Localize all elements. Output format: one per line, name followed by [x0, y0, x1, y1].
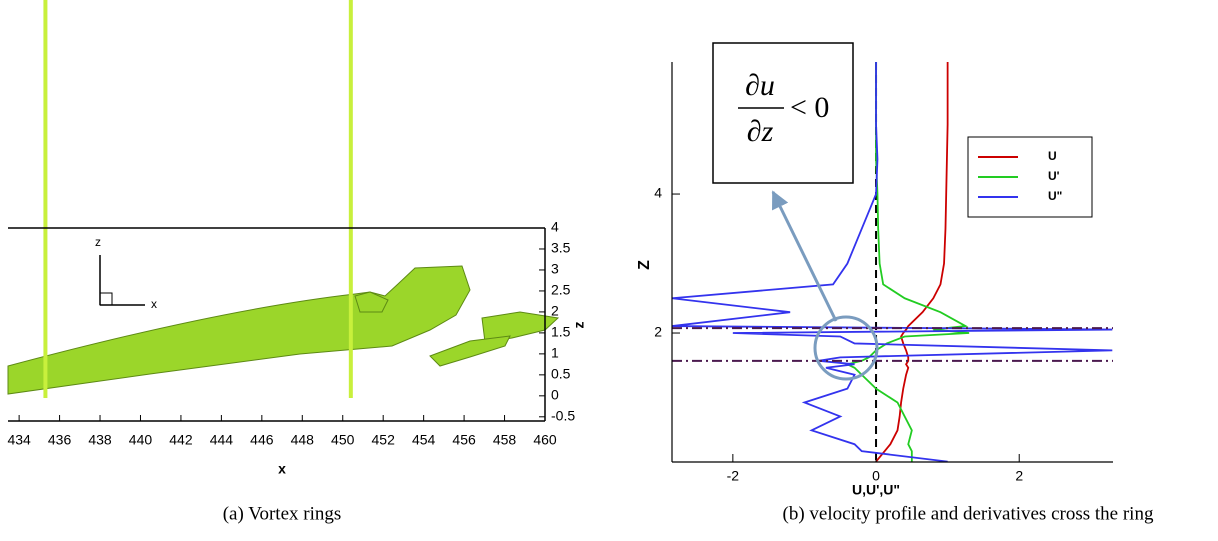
vortex-surface [7, 265, 560, 395]
y-tick-label: 2.5 [551, 282, 571, 298]
legend-label: U' [1048, 169, 1060, 183]
annotation-numerator: ∂u [745, 69, 775, 102]
y-tick-label: 3 [551, 261, 559, 277]
caption: (a) Vortex rings [223, 503, 342, 524]
x-tick-label: -2 [727, 468, 740, 484]
legend-label: U [1048, 149, 1057, 163]
x-tick-label: 448 [291, 432, 315, 448]
x-tick-label: 436 [48, 432, 72, 448]
y-axis-label: z [571, 322, 587, 329]
triad-label: x [151, 297, 157, 311]
triad-label: z [95, 235, 101, 249]
x-tick-label: 2 [1015, 468, 1023, 484]
x-tick-label: 460 [533, 432, 557, 448]
y-axis-label: Z [636, 260, 653, 270]
highlight-circle [813, 315, 879, 381]
x-tick-label: 442 [169, 432, 193, 448]
y-tick-label: 1.5 [551, 324, 571, 340]
x-tick-label: 438 [88, 432, 112, 448]
y-tick-label: 0 [551, 387, 559, 403]
x-tick-label: 452 [372, 432, 396, 448]
y-tick-label: -0.5 [551, 408, 575, 424]
annotation-arrow [771, 190, 838, 322]
y-tick-label: 2 [654, 324, 662, 340]
annotation-denominator: ∂z [747, 115, 774, 148]
x-axis-label: U,U',U" [852, 482, 900, 498]
x-tick-label: 444 [210, 432, 234, 448]
annotation-relation: < 0 [790, 91, 829, 124]
x-tick-label: 458 [493, 432, 517, 448]
x-tick-label: 434 [7, 432, 31, 448]
x-tick-label: 446 [250, 432, 274, 448]
series-line [844, 62, 970, 462]
x-axis-label: x [278, 461, 286, 477]
x-tick-label: 440 [129, 432, 153, 448]
y-tick-label: 3.5 [551, 240, 571, 256]
triad [99, 255, 145, 306]
y-tick-label: 0.5 [551, 366, 571, 382]
x-tick-label: 0 [872, 468, 880, 484]
caption: (b) velocity profile and derivatives cro… [783, 503, 1154, 524]
x-tick-label: 450 [331, 432, 355, 448]
y-tick-label: 4 [654, 185, 662, 201]
series-line [875, 62, 949, 462]
y-tick-label: 4 [551, 219, 559, 235]
x-tick-label: 454 [412, 432, 436, 448]
legend-label: U" [1048, 189, 1062, 203]
annotation-box [712, 42, 854, 184]
x-tick-label: 456 [452, 432, 476, 448]
y-tick-label: 1 [551, 345, 559, 361]
series-line [672, 62, 1113, 462]
y-tick-label: 2 [551, 303, 559, 319]
